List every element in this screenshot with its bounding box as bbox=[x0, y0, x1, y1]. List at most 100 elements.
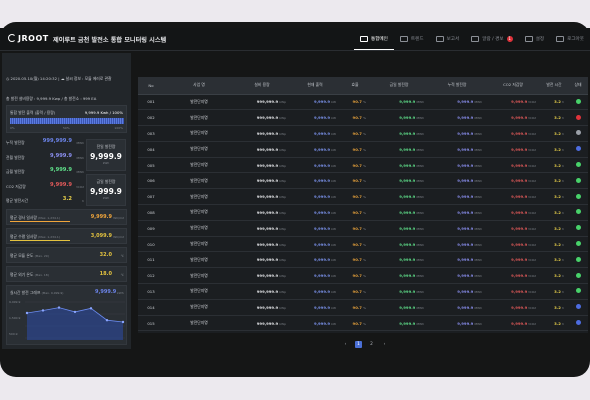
nav-item-1[interactable]: 트렌드 bbox=[394, 28, 430, 50]
row-number: 015 bbox=[138, 315, 164, 332]
output-cell: 9,999.9 kW bbox=[290, 299, 340, 316]
prev-page-button[interactable]: ‹ bbox=[344, 342, 347, 347]
efficiency-cell-value: 90.7 bbox=[352, 241, 362, 247]
capacity-cell-value: 999,999.9 bbox=[256, 99, 279, 105]
time-cell-unit: h bbox=[562, 131, 564, 136]
plant-name[interactable]: 발전단지명 bbox=[164, 267, 234, 285]
gear-icon bbox=[524, 36, 533, 42]
table-row[interactable]: 014 발전단지명 999,999.9 kWp 9,999.9 kW 90.7 % 9,9… bbox=[138, 299, 588, 316]
table-row[interactable]: 006 발전단지명 999,999.9 kWp 9,999.9 kW 90.7 % 9,9… bbox=[138, 172, 588, 190]
table-row[interactable]: 007 발전단지명 999,999.9 kWp 9,999.9 kW 90.7 % 9,9… bbox=[138, 188, 588, 206]
co2-cell-value: 9,999.9 bbox=[511, 178, 528, 184]
plant-name[interactable]: 발전단지명 bbox=[164, 204, 234, 221]
nav-item-2[interactable]: 보고서 bbox=[430, 28, 466, 50]
co2-cell: 9,999.9 tCO2 bbox=[486, 220, 540, 237]
app-logo[interactable]: JROOT bbox=[8, 34, 49, 43]
plant-name[interactable]: 발전단지명 bbox=[164, 220, 234, 237]
output-cell-value: 9,999.9 bbox=[313, 130, 331, 136]
efficiency-cell-unit: % bbox=[363, 100, 366, 105]
column-header[interactable]: 현재 출력 bbox=[290, 77, 340, 95]
page-button[interactable]: 2 bbox=[370, 342, 373, 347]
time-cell: 3.2 h bbox=[540, 109, 568, 127]
efficiency-cell-value: 90.7 bbox=[352, 273, 362, 279]
efficiency-cell-unit: % bbox=[363, 321, 366, 326]
efficiency-cell-value: 90.7 bbox=[352, 178, 362, 184]
table-row[interactable]: 004 발전단지명 999,999.9 kWp 9,999.9 kW 90.7 % 9,9… bbox=[138, 141, 588, 158]
plant-name[interactable]: 발전단지명 bbox=[164, 109, 234, 127]
efficiency-cell: 90.7 % bbox=[340, 251, 370, 269]
efficiency-cell-unit: % bbox=[363, 147, 366, 152]
column-header[interactable]: 상태 bbox=[568, 77, 588, 95]
efficiency-cell-value: 90.7 bbox=[352, 320, 362, 326]
env-card: 평균 외기 온도 (Max. 18) 18.0 ℃ bbox=[6, 266, 127, 282]
accumulated-energy-cell-value: 9,999.9 bbox=[457, 162, 474, 168]
time-cell: 3.2 h bbox=[540, 251, 568, 269]
stat-unit: h bbox=[82, 199, 84, 203]
page-button[interactable]: 1 bbox=[355, 341, 362, 348]
nav-item-3[interactable]: 알람 / 경보 1 bbox=[465, 28, 518, 50]
output-cell-unit: kW bbox=[331, 258, 336, 263]
capacity-cell-value: 999,999.9 bbox=[256, 273, 279, 279]
table-row[interactable]: 010 발전단지명 999,999.9 kWp 9,999.9 kW 90.7 % 9,9… bbox=[138, 236, 588, 253]
output-cell-value: 9,999.9 bbox=[313, 99, 331, 105]
column-header[interactable]: 효율 bbox=[340, 77, 370, 95]
next-page-button[interactable]: › bbox=[383, 342, 386, 347]
efficiency-cell-value: 90.7 bbox=[352, 115, 362, 121]
accumulated-energy-cell: 9,999.9 MWh bbox=[428, 157, 486, 174]
output-cell-value: 9,999.9 bbox=[313, 178, 331, 184]
table-row[interactable]: 008 발전단지명 999,999.9 kWp 9,999.9 kW 90.7 % 9,9… bbox=[138, 204, 588, 221]
graph-point bbox=[105, 319, 109, 322]
accumulated-energy-cell-value: 9,999.9 bbox=[457, 225, 474, 231]
plant-name[interactable]: 발전단지명 bbox=[164, 141, 234, 158]
table-row[interactable]: 003 발전단지명 999,999.9 kWp 9,999.9 kW 90.7 % 9,9… bbox=[138, 125, 588, 142]
plant-name[interactable]: 발전단지명 bbox=[164, 236, 234, 253]
column-header[interactable]: 사업 명 bbox=[164, 77, 234, 95]
table-row[interactable]: 011 발전단지명 999,999.9 kWp 9,999.9 kW 90.7 % 9,9… bbox=[138, 251, 588, 269]
plant-name[interactable]: 발전단지명 bbox=[164, 125, 234, 142]
plant-name[interactable]: 발전단지명 bbox=[164, 157, 234, 174]
env-label-text: 평균 경사 일사량 bbox=[10, 215, 37, 220]
accumulated-energy-cell: 9,999.9 MWh bbox=[428, 141, 486, 158]
status-cell bbox=[568, 141, 588, 158]
output-cell: 9,999.9 kW bbox=[290, 109, 340, 127]
accumulated-energy-cell-value: 9,999.9 bbox=[457, 241, 474, 247]
plant-name[interactable]: 발전단지명 bbox=[164, 299, 234, 316]
today-energy-cell: 9,999.9 MWh bbox=[370, 267, 428, 285]
efficiency-cell: 90.7 % bbox=[340, 220, 370, 237]
accumulated-energy-cell: 9,999.9 MWh bbox=[428, 125, 486, 142]
column-header[interactable]: 발전 시간 bbox=[540, 77, 568, 95]
plant-name[interactable]: 발전단지명 bbox=[164, 172, 234, 190]
plant-name[interactable]: 발전단지명 bbox=[164, 315, 234, 332]
plant-name[interactable]: 발전단지명 bbox=[164, 94, 234, 111]
table-row[interactable]: 015 발전단지명 999,999.9 kWp 9,999.9 kW 90.7 % 9,9… bbox=[138, 315, 588, 332]
generation-rate-value: 9,999.9 Kwh / 100% bbox=[84, 110, 123, 115]
accumulated-energy-cell-value: 9,999.9 bbox=[457, 194, 474, 200]
plant-name[interactable]: 발전단지명 bbox=[164, 188, 234, 206]
nav-item-0[interactable]: 통합메인 bbox=[353, 28, 394, 50]
table-row[interactable]: 002 발전단지명 999,999.9 kWp 9,999.9 kW 90.7 % 9,9… bbox=[138, 109, 588, 127]
today-energy-cell: 9,999.9 MWh bbox=[370, 188, 428, 206]
time-cell-unit: h bbox=[562, 163, 564, 168]
table-row[interactable]: 001 발전단지명 999,999.9 kWp 9,999.9 kW 90.7 % 9,9… bbox=[138, 94, 588, 111]
plant-name[interactable]: 발전단지명 bbox=[164, 283, 234, 300]
capacity-cell-unit: kWp bbox=[279, 242, 286, 247]
nav-label: 보고서 bbox=[446, 37, 460, 42]
column-header[interactable]: No bbox=[138, 77, 164, 95]
table-row[interactable]: 013 발전단지명 999,999.9 kWp 9,999.9 kW 90.7 % 9,9… bbox=[138, 283, 588, 300]
column-header[interactable]: 금일 발전량 bbox=[370, 77, 428, 95]
stat-row: 평균 발전시간 3.2 h bbox=[6, 195, 84, 207]
row-number: 008 bbox=[138, 204, 164, 221]
column-header[interactable]: 설비 용량 bbox=[234, 77, 290, 95]
status-cell bbox=[568, 125, 588, 142]
table-row[interactable]: 009 발전단지명 999,999.9 kWp 9,999.9 kW 90.7 % 9,9… bbox=[138, 220, 588, 237]
plant-name[interactable]: 발전단지명 bbox=[164, 251, 234, 269]
table-row[interactable]: 005 발전단지명 999,999.9 kWp 9,999.9 kW 90.7 % 9,9… bbox=[138, 157, 588, 174]
nav-item-4[interactable]: 설정 bbox=[519, 28, 550, 50]
nav-item-5[interactable]: 로그아웃 bbox=[550, 28, 590, 50]
capacity-cell-value: 999,999.9 bbox=[256, 304, 279, 310]
today-energy-cell-unit: MWh bbox=[416, 147, 424, 152]
table-row[interactable]: 012 발전단지명 999,999.9 kWp 9,999.9 kW 90.7 % 9,9… bbox=[138, 267, 588, 285]
status-dot-icon bbox=[575, 304, 581, 310]
column-header[interactable]: CO2 저감량 bbox=[486, 77, 540, 95]
column-header[interactable]: 누적 발전량 bbox=[428, 77, 486, 95]
